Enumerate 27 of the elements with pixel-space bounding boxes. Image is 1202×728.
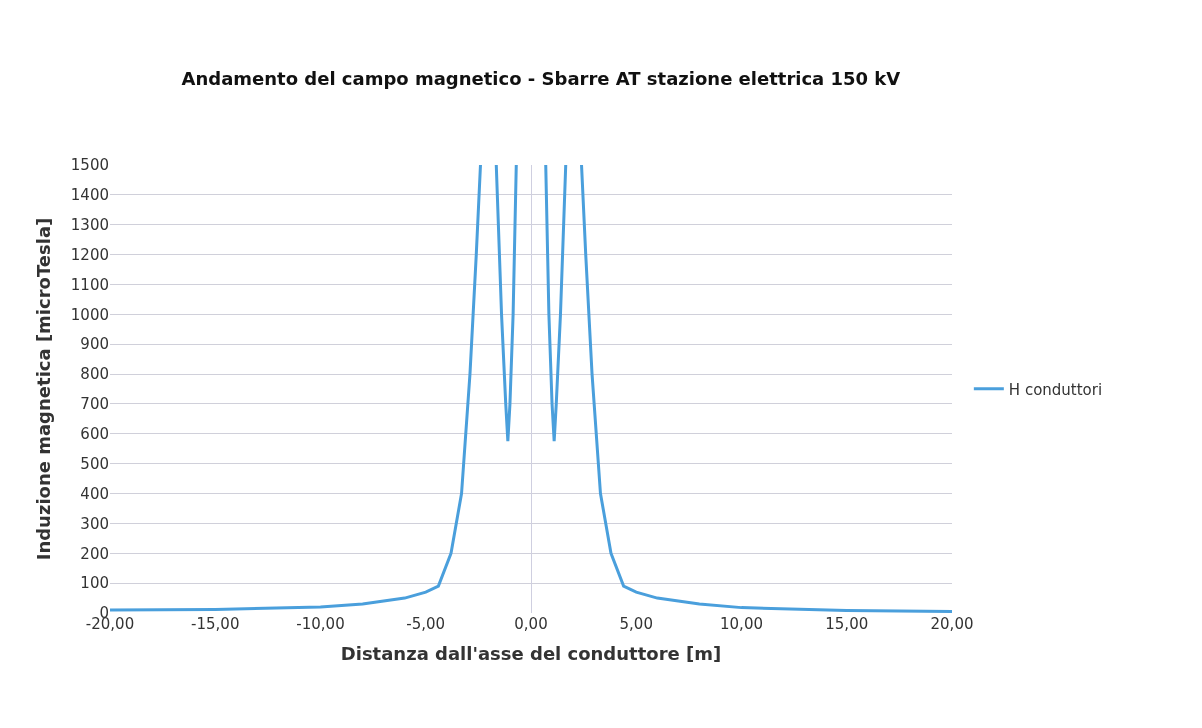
x-tick-label: 5,00 (619, 615, 653, 633)
legend-label: H conduttori (1008, 380, 1103, 399)
x-tick-label: 20,00 (930, 615, 974, 633)
y-axis-title: Induzione magnetica [microTesla] (33, 217, 55, 561)
y-tick-label: 1500 (70, 156, 109, 175)
x-tick-label: -5,00 (406, 615, 446, 633)
x-tick-label: 15,00 (825, 615, 869, 633)
y-tick-label: 1300 (70, 215, 109, 234)
x-tick-label: 0,00 (514, 615, 548, 633)
y-tick-label: 1000 (70, 305, 109, 324)
x-tick-label: -15,00 (191, 615, 240, 633)
y-tick-label: 200 (80, 544, 109, 563)
x-axis-title: Distanza dall'asse del conduttore [m] (340, 643, 722, 665)
y-tick-label: 600 (80, 425, 109, 444)
y-tick-label: 1100 (70, 275, 109, 294)
y-tick-label: 900 (80, 335, 109, 354)
y-tick-label: 700 (80, 395, 109, 414)
x-tick-label: -10,00 (296, 615, 345, 633)
y-tick-label: 800 (80, 365, 109, 384)
chart-title: Andamento del campo magnetico - Sbarre AT stazione elettrica 150 kV (181, 68, 901, 90)
y-tick-label: 1200 (70, 245, 109, 264)
y-tick-label: 300 (80, 514, 109, 533)
y-tick-label: 500 (80, 454, 109, 473)
y-tick-label: 400 (80, 484, 109, 503)
y-tick-label: 100 (80, 574, 109, 593)
y-tick-label: 1400 (70, 186, 109, 205)
x-tick-label: 10,00 (720, 615, 763, 633)
